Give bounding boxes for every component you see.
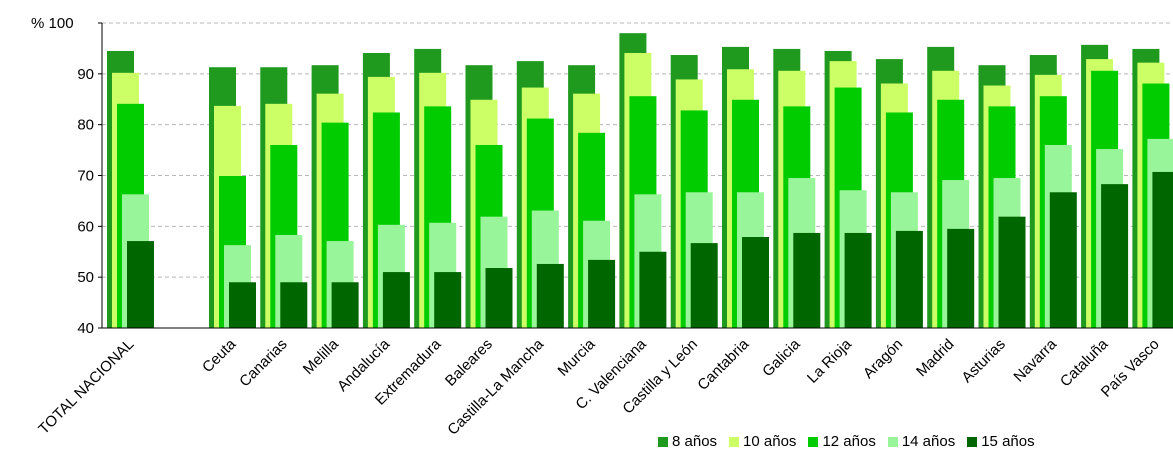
legend-swatch	[808, 436, 819, 447]
bar-5	[1049, 192, 1077, 328]
legend: 8 años 10 años 12 años 14 años 15 años	[658, 433, 1035, 450]
bar-5	[1152, 171, 1173, 328]
x-tick-label: Cantabria	[694, 335, 752, 393]
y-tick-label: 50	[77, 269, 94, 286]
legend-item: 15 años	[967, 433, 1035, 450]
x-tick-label: Baleares	[442, 336, 496, 390]
y-tick-label: 90	[77, 66, 94, 83]
bar-5	[690, 243, 718, 328]
legend-swatch	[658, 436, 668, 447]
x-tick-label: Asturias	[958, 336, 1008, 386]
bar-5	[998, 216, 1026, 328]
legend-swatch	[967, 436, 978, 447]
bar-5	[639, 251, 667, 328]
bar-5	[895, 230, 923, 328]
y-tick-label: 60	[77, 218, 94, 235]
legend-label: 10 años	[743, 433, 797, 450]
x-tick-label: TOTAL NACIONAL	[35, 336, 137, 438]
bar-5	[793, 232, 821, 328]
legend-label: 15 años	[981, 433, 1035, 450]
legend-item: 14 años	[887, 433, 956, 450]
legend-item: 10 años	[729, 433, 796, 450]
x-tick-label: Melilla	[300, 335, 343, 378]
y-tick-label: 80	[77, 117, 94, 134]
bar-5	[434, 272, 462, 328]
bar-5	[947, 228, 975, 328]
legend-label: 14 años	[901, 433, 956, 450]
x-tick-label: Ceuta	[199, 335, 240, 376]
axes	[98, 22, 1173, 329]
legend-label: 8 años	[672, 433, 718, 450]
bar-5	[485, 268, 513, 328]
y-tick-label: 70	[77, 168, 94, 185]
x-tick-label: Castilla-La Mancha	[444, 335, 547, 438]
bar-5	[280, 282, 308, 328]
legend-swatch	[729, 436, 740, 447]
x-tick-label: Murcia	[555, 335, 599, 379]
bar-5	[127, 241, 154, 328]
x-tick-label: La Rioja	[804, 335, 855, 386]
bar-5	[331, 282, 359, 328]
bar-5	[382, 272, 410, 328]
x-tick-label: Aragón	[860, 336, 906, 382]
bar-5	[742, 237, 769, 328]
y-axis-title: % 100	[31, 15, 74, 32]
x-tick-label: Galicia	[759, 335, 804, 380]
bar-5	[229, 282, 256, 328]
bar-5	[588, 259, 616, 328]
x-tick-label: Canarias	[236, 336, 290, 390]
bar-5	[844, 232, 872, 328]
y-tick-labels: 40 50 60 70 80 90	[77, 66, 94, 337]
bar-5	[1101, 184, 1129, 328]
x-tick-label: Madrid	[913, 336, 957, 380]
y-tick-label: 40	[77, 320, 94, 337]
legend-item: 8 años	[658, 433, 717, 450]
legend-swatch	[887, 436, 898, 447]
legend-label: 12 años	[822, 433, 876, 450]
bar-5	[536, 263, 564, 328]
bars	[107, 33, 1173, 329]
x-tick-label: Navarra	[1010, 335, 1060, 385]
legend-item: 12 años	[808, 433, 876, 450]
